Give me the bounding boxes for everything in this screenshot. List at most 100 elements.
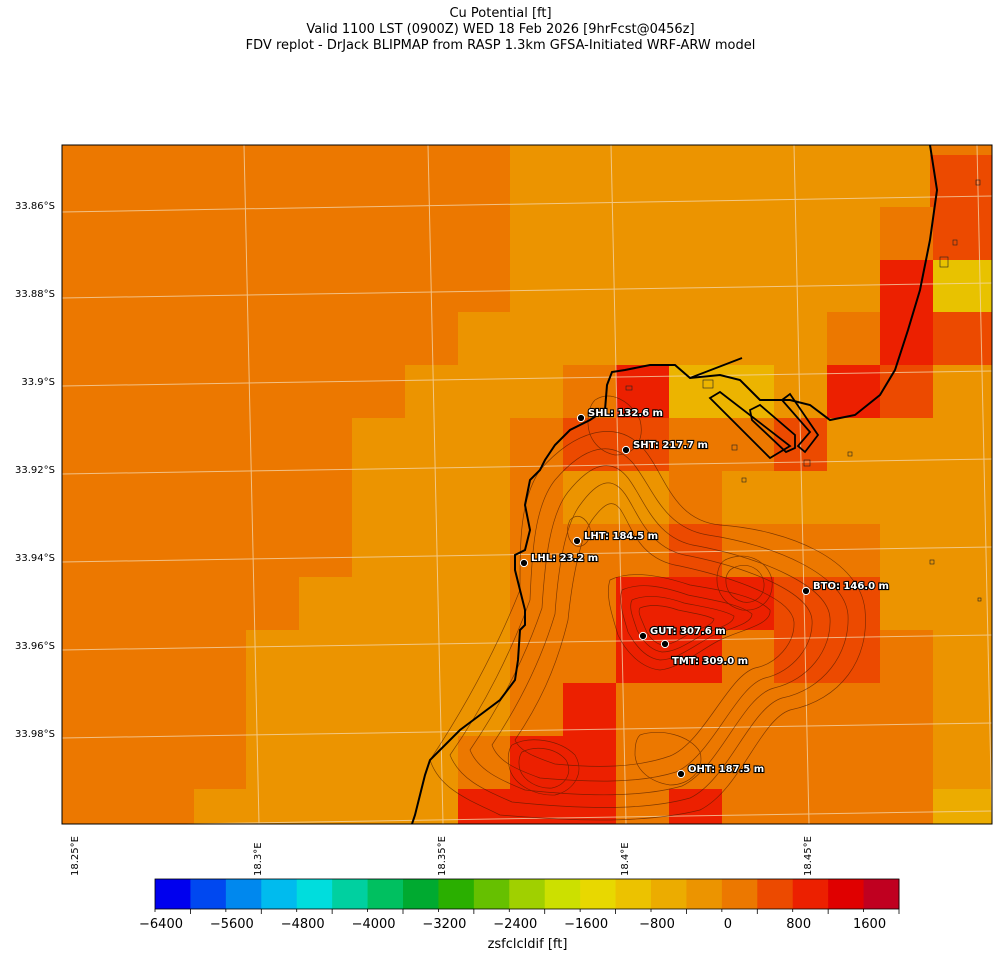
- field-cell: [774, 577, 880, 683]
- colorbar-swatch: [792, 879, 829, 909]
- station-label-shl: SHL: 132.6 m: [588, 408, 663, 419]
- colorbar-swatch: [225, 879, 262, 909]
- colorbar-swatch: [296, 879, 333, 909]
- contour-line: [634, 732, 702, 786]
- field-cell: [616, 577, 774, 630]
- terrain-contours: [429, 395, 866, 821]
- station-label-oht: OHT: 187.5 m: [688, 764, 764, 775]
- station-marker-lht: [572, 536, 582, 546]
- colorbar-swatch: [721, 879, 758, 909]
- colorbar-swatch: [332, 879, 369, 909]
- small-feature: [975, 179, 981, 186]
- latitude-label: 33.92°S: [15, 465, 55, 476]
- contour-line: [449, 448, 849, 808]
- colorbar-swatch: [863, 879, 900, 909]
- colorbar-tick-label: −800: [639, 917, 675, 932]
- colorbar-swatch: [651, 879, 687, 909]
- field-cells: [194, 145, 992, 824]
- longitude-label: 18.45°E: [803, 836, 814, 876]
- contour-line: [638, 605, 715, 646]
- colorbar-swatch: [367, 879, 404, 909]
- latitude-label: 33.98°S: [15, 729, 55, 740]
- colorbar-tick-label: −6400: [139, 917, 183, 932]
- colorbar-swatch: [155, 879, 191, 909]
- contour-line: [716, 555, 773, 611]
- colorbar-swatch: [580, 879, 617, 909]
- longitude-label: 18.4°E: [620, 842, 631, 876]
- field-cell: [616, 365, 669, 418]
- field-cell: [669, 524, 722, 577]
- field-cell: [827, 312, 880, 365]
- small-feature: [731, 444, 738, 451]
- colorbar-tick-label: 800: [786, 917, 812, 932]
- station-marker-sht: [621, 445, 631, 455]
- field-cell: [933, 312, 992, 365]
- graticule-lat-line: [62, 458, 992, 475]
- contour-line: [567, 516, 591, 547]
- colorbar-swatch: [544, 879, 581, 909]
- graticule-lon-line: [243, 145, 260, 824]
- station-label-sht: SHT: 217.7 m: [633, 440, 708, 451]
- station-markers: SHL: 132.6 m SHT: 217.7 m LHT: 184.5 m LHL:…: [519, 407, 890, 779]
- harbour-dock: [748, 403, 796, 454]
- colorbar-swatch: [828, 879, 865, 909]
- small-feature: [929, 559, 935, 565]
- field-cell: [933, 260, 992, 312]
- colorbar-swatch: [403, 879, 439, 909]
- contour-line: [507, 739, 580, 796]
- contour-line: [630, 596, 735, 653]
- latitude-label: 33.96°S: [15, 641, 55, 652]
- field-cell: [880, 365, 933, 418]
- small-features: [625, 179, 982, 602]
- field-cell: [669, 471, 722, 524]
- map-area: SHL: 132.6 m SHT: 217.7 m LHT: 184.5 m LHL:…: [62, 145, 992, 824]
- title-block: Cu Potential [ft] Valid 1100 LST (0900Z)…: [0, 6, 1001, 54]
- contour-line: [514, 503, 795, 767]
- colorbar-tick-label: −4000: [351, 917, 396, 932]
- station-marker-tmt: [660, 639, 670, 649]
- contour-line: [587, 395, 642, 456]
- station-label-lht: LHT: 184.5 m: [584, 531, 658, 542]
- small-feature: [702, 379, 714, 389]
- longitude-label: 18.25°E: [70, 836, 81, 876]
- station-label-bto: BTO: 146.0 m: [813, 581, 889, 592]
- contour-line: [518, 747, 570, 789]
- latitude-label: 33.94°S: [15, 553, 55, 564]
- station-marker-shl: [576, 413, 586, 423]
- colorbar-swatch: [473, 879, 510, 909]
- title-line-1: Cu Potential [ft]: [449, 6, 552, 21]
- graticule-lat-line: [62, 634, 992, 651]
- station-label-gut: GUT: 307.6 m: [650, 626, 726, 637]
- station-label-tmt: TMT: 309.0 m: [672, 656, 748, 667]
- longitude-label: 18.35°E: [437, 836, 448, 876]
- colorbar-swatch: [190, 879, 227, 909]
- field-cell: [930, 155, 992, 207]
- field-cell: [563, 418, 669, 471]
- colorbar: [154, 878, 900, 914]
- station-label-lhl: LHL: 23.2 m: [531, 553, 598, 564]
- harbour-pier: [689, 357, 743, 379]
- colorbar-tick-label: −2400: [493, 917, 538, 932]
- field-cell: [563, 683, 616, 736]
- field-cell: [669, 789, 722, 824]
- graticule-lat-line: [62, 195, 992, 213]
- longitude-label: 18.3°E: [253, 842, 264, 876]
- colorbar-axis-label: zsfclcldif [ft]: [487, 937, 568, 952]
- coastline: [411, 145, 939, 824]
- small-feature: [803, 459, 811, 467]
- graticule-lat-line: [62, 282, 992, 299]
- small-feature: [977, 597, 982, 602]
- colorbar-swatch: [509, 879, 546, 909]
- graticule-lon-line: [793, 145, 810, 824]
- contour-line: [607, 574, 771, 671]
- small-feature: [939, 256, 949, 268]
- graticule-lon-line: [976, 145, 992, 824]
- contour-line: [491, 482, 813, 782]
- station-marker-gut: [638, 631, 648, 641]
- colorbar-swatch: [261, 879, 298, 909]
- small-feature: [741, 477, 747, 483]
- contour-line: [429, 431, 866, 821]
- graticule-lat-line: [62, 370, 992, 387]
- title-line-3: FDV replot - DrJack BLIPMAP from RASP 1.…: [245, 38, 756, 53]
